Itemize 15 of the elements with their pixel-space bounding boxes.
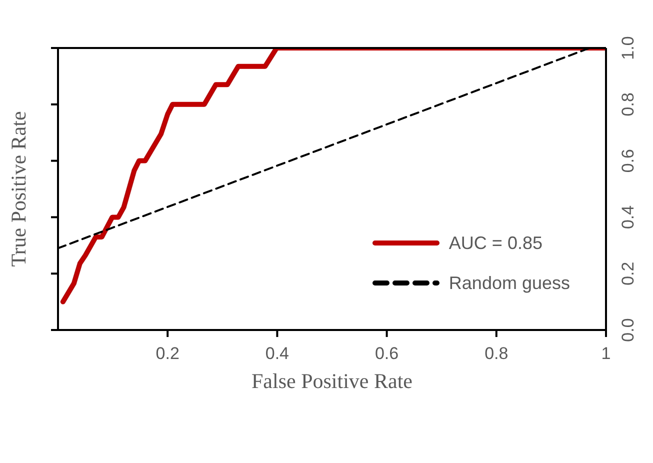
y-tick-label: 0.2 xyxy=(618,262,638,286)
y-tick-label: 0.6 xyxy=(618,148,638,173)
x-tick-label: 0.8 xyxy=(484,344,508,364)
y-axis-title: True Positive Rate xyxy=(6,111,30,267)
x-tick-label: 0.2 xyxy=(156,344,180,364)
x-tick-label: 0.6 xyxy=(374,344,399,364)
y-tick-label: 0.4 xyxy=(618,205,638,230)
y-tick-label: 0.8 xyxy=(618,92,638,116)
legend-label: Random guess xyxy=(448,272,570,294)
x-tick-label: 1 xyxy=(601,344,611,364)
x-axis-title: False Positive Rate xyxy=(252,369,412,393)
y-tick-label: 1.0 xyxy=(618,36,638,60)
y-tick-label: 0.0 xyxy=(618,318,638,342)
x-tick-label: 0.4 xyxy=(265,344,290,364)
legend-label: AUC = 0.85 xyxy=(448,232,542,254)
